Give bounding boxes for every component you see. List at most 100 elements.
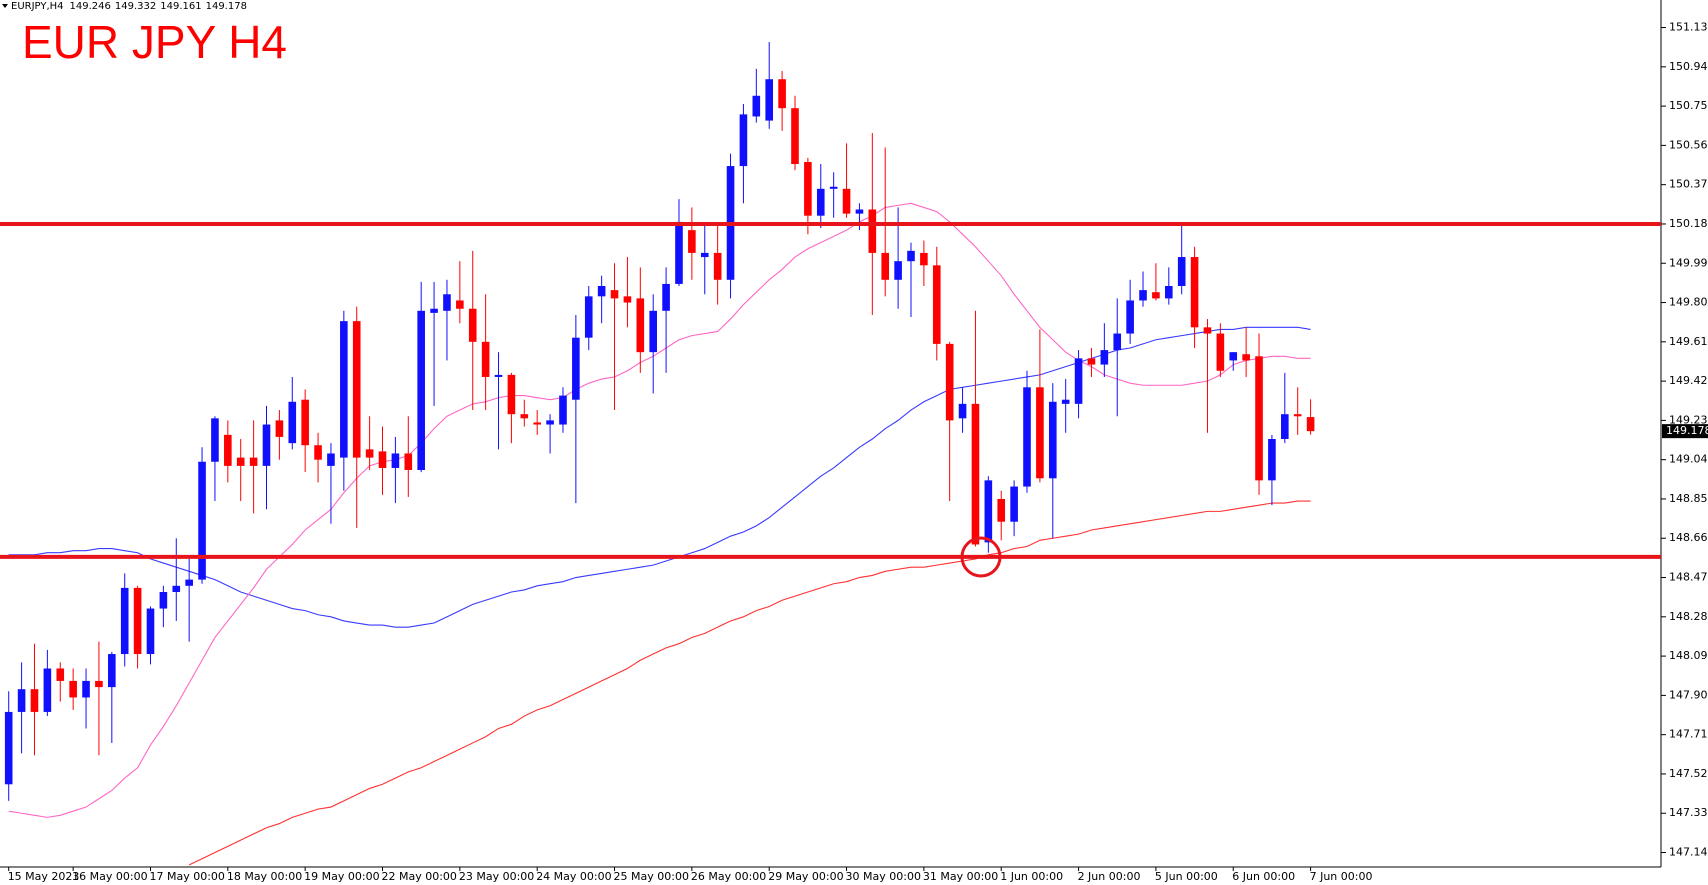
symbol: EURJPY,H4	[11, 1, 64, 12]
chart-header: EURJPY,H4 149.246 149.332 149.161 149.178	[11, 1, 247, 12]
candle-body	[958, 403, 967, 419]
candle-body	[623, 296, 632, 303]
y-tick-label: 147.710	[1669, 728, 1708, 741]
y-tick-label: 147.140	[1669, 846, 1708, 859]
candle-body	[404, 453, 413, 471]
y-tick-label: 147.520	[1669, 767, 1708, 780]
candle-body	[1087, 358, 1096, 365]
candle-body	[133, 587, 142, 655]
x-tick-label: 2 Jun 00:00	[1078, 870, 1141, 883]
y-tick-label: 148.090	[1669, 649, 1708, 662]
candle-body	[1023, 387, 1031, 487]
candle-body	[804, 161, 812, 216]
candle-body	[262, 424, 271, 466]
x-tick-label: 5 Jun 00:00	[1155, 870, 1218, 883]
price-tag-label: 149.178	[1666, 424, 1708, 437]
x-tick-label: 30 May 00:00	[846, 870, 921, 883]
candle-body	[649, 310, 657, 353]
candle-body	[700, 252, 709, 258]
menu-arrow	[2, 4, 8, 8]
candle-body	[855, 209, 864, 214]
candle-body	[752, 95, 761, 117]
candle-body	[494, 374, 503, 377]
candle-body	[1036, 387, 1044, 479]
candle-body	[636, 298, 645, 353]
candle-body	[662, 283, 670, 311]
candle-body	[1190, 257, 1199, 328]
candle-body	[417, 310, 425, 471]
price-tag	[1662, 424, 1708, 439]
x-tick-label: 23 May 00:00	[459, 870, 534, 883]
candle-body	[945, 343, 954, 421]
header-high: 149.332	[115, 1, 156, 12]
candle-body	[971, 403, 980, 545]
x-tick-label: 6 Jun 00:00	[1232, 870, 1295, 883]
candle-body	[69, 680, 77, 698]
x-tick-label: 29 May 00:00	[768, 870, 843, 883]
candle-body	[288, 401, 297, 444]
candle-body	[468, 308, 477, 342]
candle-body	[907, 250, 915, 262]
y-tick-label: 149.800	[1669, 296, 1708, 309]
chart-title: EUR JPY H4	[22, 16, 287, 68]
x-tick-label: 31 May 00:00	[923, 870, 998, 883]
candle-body	[572, 337, 580, 400]
candle-body	[301, 399, 309, 446]
x-tick-label: 26 May 00:00	[691, 870, 766, 883]
candle-body	[791, 108, 799, 165]
candle-body	[559, 395, 567, 425]
y-tick-label: 150.750	[1669, 99, 1708, 112]
candle-body	[365, 449, 374, 458]
candle-body	[314, 445, 322, 460]
x-tick-label: 25 May 00:00	[614, 870, 689, 883]
candle-body	[778, 79, 786, 109]
y-tick-label: 149.040	[1669, 453, 1708, 466]
y-tick-label: 150.940	[1669, 60, 1708, 73]
y-tick-label: 147.900	[1669, 688, 1708, 701]
candle-body	[1255, 356, 1263, 481]
y-tick-label: 149.990	[1669, 256, 1708, 269]
candle-body	[327, 453, 335, 466]
candle-body	[82, 680, 90, 698]
candle-body	[597, 285, 606, 297]
candle-body	[1152, 292, 1160, 299]
candle-body	[43, 668, 52, 712]
candle-body	[340, 321, 348, 458]
y-tick-label: 149.230	[1669, 413, 1708, 426]
moving-average-line	[8, 202, 1311, 818]
candle-body	[56, 668, 65, 681]
candle-body	[1165, 285, 1173, 299]
y-tick-label: 150.560	[1669, 138, 1708, 151]
header-low: 149.161	[160, 1, 201, 12]
candle-body	[391, 453, 400, 468]
candle-body	[932, 265, 941, 344]
candle-body	[1306, 417, 1315, 432]
x-tick-label: 15 May 2023	[8, 870, 80, 883]
candle-body	[236, 457, 245, 466]
candle-body	[224, 434, 232, 466]
candle-body	[275, 420, 284, 437]
candle-body	[533, 422, 541, 425]
candle-body	[378, 451, 387, 468]
highlight-circle	[960, 536, 1002, 578]
candle-body	[829, 186, 838, 189]
candle-body	[198, 461, 206, 580]
candle-body	[739, 114, 748, 167]
candle-body	[159, 592, 168, 609]
x-tick-label: 17 May 00:00	[149, 870, 224, 883]
plot-area	[0, 42, 1661, 866]
candle-body	[816, 188, 825, 216]
candle-body	[894, 261, 902, 280]
axes: 147.140 147.330 147.520 147.710 147.900 148.0…	[8, 21, 1708, 883]
candle-body	[507, 374, 516, 415]
candle-body	[120, 587, 129, 655]
candle-body	[30, 689, 39, 712]
candle-body	[868, 209, 877, 253]
candle-body	[1203, 327, 1212, 334]
candle-body	[1113, 333, 1122, 351]
moving-average-line	[8, 326, 1311, 628]
candle-body	[1268, 439, 1276, 481]
candle-body	[1126, 300, 1134, 334]
x-tick-label: 19 May 00:00	[304, 870, 379, 883]
